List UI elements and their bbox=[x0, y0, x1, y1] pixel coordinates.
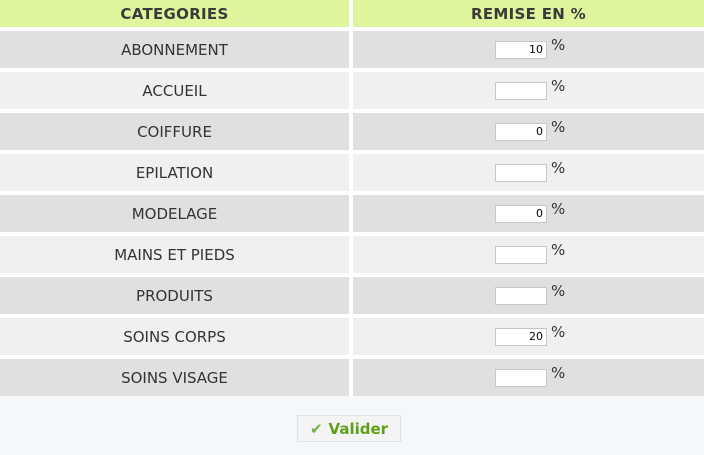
percent-symbol: % bbox=[551, 36, 566, 55]
discount-table: CATEGORIES REMISE EN % ABONNEMENT %ACCUE… bbox=[0, 0, 704, 396]
category-name: EPILATION bbox=[0, 150, 353, 191]
discount-cell: % bbox=[353, 109, 704, 150]
category-name: MAINS ET PIEDS bbox=[0, 232, 353, 273]
category-name: MODELAGE bbox=[0, 191, 353, 232]
category-name: ACCUEIL bbox=[0, 68, 353, 109]
discount-cell: % bbox=[353, 27, 704, 68]
table-row: MODELAGE % bbox=[0, 191, 704, 232]
table-row: SOINS VISAGE % bbox=[0, 355, 704, 396]
category-name: PRODUITS bbox=[0, 273, 353, 314]
discount-input[interactable] bbox=[495, 327, 547, 346]
category-name: SOINS CORPS bbox=[0, 314, 353, 355]
category-name: SOINS VISAGE bbox=[0, 355, 353, 396]
discount-input[interactable] bbox=[495, 245, 547, 264]
percent-symbol: % bbox=[551, 200, 566, 219]
percent-symbol: % bbox=[551, 323, 566, 342]
check-icon: ✔ bbox=[309, 419, 323, 438]
discount-input[interactable] bbox=[495, 81, 547, 100]
discount-input[interactable] bbox=[495, 286, 547, 305]
discount-input[interactable] bbox=[495, 40, 547, 59]
category-name: ABONNEMENT bbox=[0, 27, 353, 68]
discount-cell: % bbox=[353, 314, 704, 355]
percent-symbol: % bbox=[551, 77, 566, 96]
table-row: SOINS CORPS % bbox=[0, 314, 704, 355]
discount-input[interactable] bbox=[495, 122, 547, 141]
discount-cell: % bbox=[353, 150, 704, 191]
percent-symbol: % bbox=[551, 118, 566, 137]
table-row: EPILATION % bbox=[0, 150, 704, 191]
discount-input[interactable] bbox=[495, 368, 547, 387]
validate-button[interactable]: ✔ Valider bbox=[297, 415, 401, 442]
table-row: PRODUITS % bbox=[0, 273, 704, 314]
table-row: COIFFURE % bbox=[0, 109, 704, 150]
table-row: ABONNEMENT % bbox=[0, 27, 704, 68]
table-row: MAINS ET PIEDS % bbox=[0, 232, 704, 273]
discount-cell: % bbox=[353, 191, 704, 232]
category-name: COIFFURE bbox=[0, 109, 353, 150]
percent-symbol: % bbox=[551, 241, 566, 260]
discount-cell: % bbox=[353, 232, 704, 273]
percent-symbol: % bbox=[551, 282, 566, 301]
table-row: ACCUEIL % bbox=[0, 68, 704, 109]
footer: ✔ Valider bbox=[0, 396, 704, 454]
percent-symbol: % bbox=[551, 159, 566, 178]
discount-input[interactable] bbox=[495, 163, 547, 182]
discount-input[interactable] bbox=[495, 204, 547, 223]
header-categories: CATEGORIES bbox=[0, 0, 353, 27]
validate-label: Valider bbox=[328, 419, 389, 438]
header-remise: REMISE EN % bbox=[353, 0, 704, 27]
discount-cell: % bbox=[353, 68, 704, 109]
percent-symbol: % bbox=[551, 364, 566, 383]
discount-cell: % bbox=[353, 355, 704, 396]
discount-cell: % bbox=[353, 273, 704, 314]
